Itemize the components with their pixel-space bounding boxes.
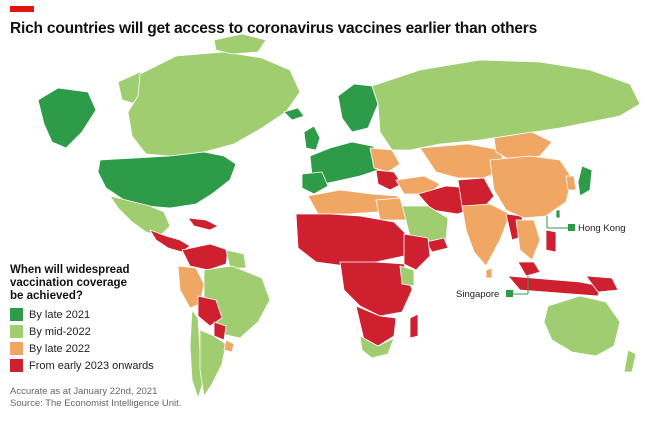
brand-accent-bar — [10, 6, 34, 12]
legend-label: From early 2023 onwards — [29, 359, 154, 372]
legend-item-late-2021: By late 2021 — [10, 306, 170, 323]
region-greenland — [37, 87, 97, 149]
region-sahel-west-africa — [295, 213, 411, 267]
region-eastern-europe — [369, 147, 401, 173]
region-uk-ireland — [303, 125, 321, 151]
legend-label: By late 2021 — [29, 308, 91, 321]
footnote: Accurate as at January 22nd, 2021 Source… — [10, 386, 181, 410]
region-indonesia — [507, 275, 601, 297]
region-sri-lanka — [485, 267, 493, 279]
region-united-states — [97, 151, 237, 209]
legend-label: By mid-2022 — [29, 325, 91, 338]
region-indochina — [515, 219, 541, 261]
singapore-label: Singapore — [456, 289, 499, 300]
region-iberia — [301, 171, 329, 195]
region-kenya — [399, 265, 415, 287]
callout-singapore: Singapore — [456, 276, 529, 300]
region-arctic-islands — [213, 33, 267, 55]
region-philippines — [545, 229, 557, 253]
source-note: Source: The Economist Intelligence Unit. — [10, 398, 182, 409]
region-taiwan — [555, 209, 561, 219]
legend-item-early-2023: From early 2023 onwards — [10, 357, 170, 374]
region-horn-of-africa — [403, 233, 431, 271]
legend-swatch — [10, 308, 23, 321]
region-chile — [189, 309, 205, 399]
region-australia — [543, 295, 621, 357]
region-argentina — [199, 329, 227, 397]
callout-hong-kong: Hong Kong — [546, 216, 626, 234]
singapore-marker — [506, 290, 513, 297]
region-russia — [371, 59, 641, 151]
legend-swatch — [10, 359, 23, 372]
region-scandinavia — [337, 83, 379, 133]
region-india — [461, 203, 511, 267]
region-iceland — [283, 107, 305, 121]
region-guianas — [225, 249, 247, 269]
legend-label: By late 2022 — [29, 342, 91, 355]
legend-title: When will widespread vaccination coverag… — [10, 264, 130, 302]
legend-swatch — [10, 325, 23, 338]
legend: When will widespread vaccination coverag… — [10, 264, 170, 374]
legend-swatch — [10, 342, 23, 355]
region-paraguay — [213, 321, 227, 341]
region-japan — [577, 165, 593, 197]
legend-items: By late 2021 By mid-2022 By late 2022 Fr… — [10, 306, 170, 374]
region-china — [489, 155, 573, 219]
region-canada — [127, 51, 301, 157]
region-uruguay — [223, 339, 235, 353]
region-yemen — [425, 237, 449, 253]
region-bolivia — [197, 295, 223, 327]
region-mongolia — [493, 131, 553, 161]
accurate-note: Accurate as at January 22nd, 2021 — [10, 386, 158, 397]
hong-kong-marker — [568, 224, 575, 231]
region-balkans — [375, 169, 403, 191]
legend-item-mid-2022: By mid-2022 — [10, 323, 170, 340]
hong-kong-label: Hong Kong — [578, 223, 626, 234]
region-egypt — [375, 197, 407, 221]
region-malaysia — [517, 261, 541, 277]
region-papua — [585, 275, 619, 293]
region-korea — [565, 175, 577, 191]
region-madagascar — [409, 313, 419, 339]
chart-title: Rich countries will get access to corona… — [10, 20, 538, 37]
region-colombia-venezuela — [181, 243, 229, 271]
region-central-africa — [339, 261, 413, 317]
legend-item-late-2022: By late 2022 — [10, 340, 170, 357]
region-south-africa — [359, 335, 395, 359]
region-caribbean — [187, 217, 219, 231]
region-central-america — [149, 229, 191, 253]
region-new-zealand — [623, 349, 637, 373]
